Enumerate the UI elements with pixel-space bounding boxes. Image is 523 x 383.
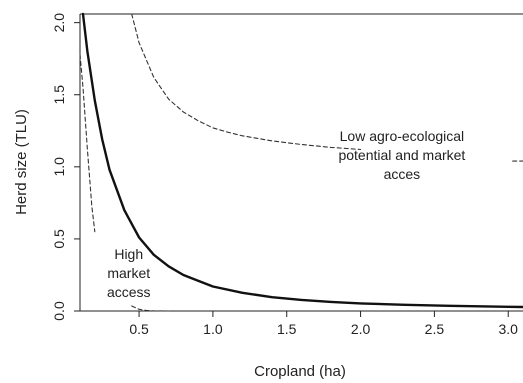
x-tick-label: 0.5: [129, 321, 149, 337]
x-axis: 0.5 1.0 1.5 2.0 2.5 3.0: [129, 311, 518, 337]
y-tick-label: 0.0: [51, 301, 67, 321]
y-axis-title: Herd size (TLU): [13, 109, 30, 215]
annotation-line: acces: [384, 166, 421, 182]
annotation-layer: Low agro-ecological potential and market a…: [107, 128, 466, 300]
y-tick-label: 1.0: [51, 157, 67, 177]
x-tick-label: 1.0: [203, 321, 223, 337]
y-axis: 0.0 0.5 1.0 1.5 2.0: [51, 13, 80, 321]
x-axis-title: Cropland (ha): [254, 363, 346, 380]
y-tick-label: 2.0: [51, 13, 67, 33]
annotation-line: Low agro-ecological: [340, 128, 465, 144]
series-line-dashed: [79, 53, 96, 233]
annotation-line: High: [114, 246, 143, 262]
series-line-dashed: [131, 13, 362, 151]
series-line-solid: [81, 12, 523, 309]
x-tick-label: 2.0: [351, 321, 371, 337]
annotation-line: potential and market: [338, 147, 465, 163]
x-tick-label: 3.0: [498, 321, 518, 337]
annotation-label: Low agro-ecological potential and market a…: [338, 128, 465, 182]
annotation-line: access: [107, 284, 151, 300]
x-tick-label: 1.5: [277, 321, 297, 337]
annotation-line: market: [107, 265, 150, 281]
y-tick-label: 1.5: [51, 85, 67, 105]
series-layer: [79, 12, 523, 312]
x-tick-label: 2.5: [425, 321, 445, 337]
y-tick-label: 0.5: [51, 229, 67, 249]
annotation-label: High market access: [107, 246, 151, 300]
series-line-dashed: [131, 305, 170, 312]
